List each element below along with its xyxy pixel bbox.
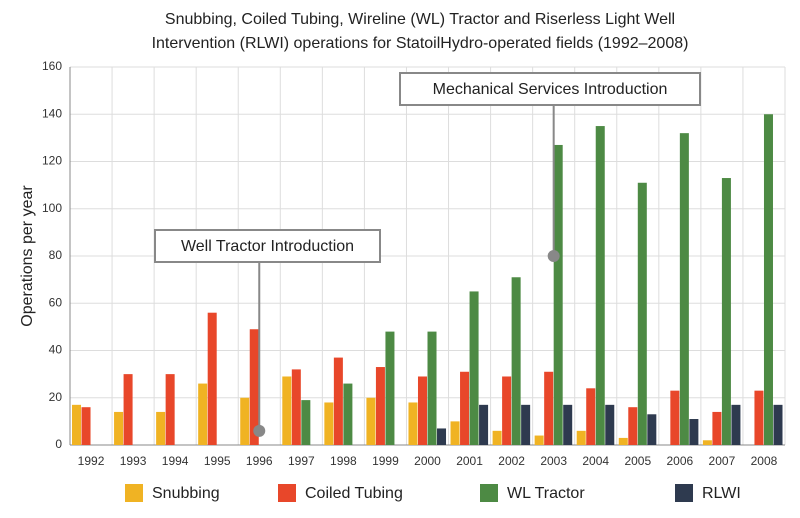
- y-tick-label: 100: [42, 201, 62, 215]
- x-tick-label: 1997: [288, 454, 315, 468]
- bar: [450, 421, 460, 445]
- bar: [534, 435, 544, 445]
- bar: [595, 126, 605, 445]
- bar: [240, 397, 250, 445]
- bar: [469, 291, 479, 445]
- bar: [114, 411, 124, 445]
- bar: [333, 357, 343, 445]
- bar: [492, 430, 502, 445]
- x-tick-label: 2000: [414, 454, 441, 468]
- bar: [343, 383, 353, 445]
- bar: [511, 277, 521, 445]
- annotation-text: Mechanical Services Introduction: [433, 81, 668, 98]
- bar: [702, 440, 712, 445]
- y-tick-label: 120: [42, 154, 62, 168]
- bar: [81, 407, 91, 445]
- bar: [123, 374, 133, 445]
- y-axis-label: Operations per year: [19, 185, 36, 327]
- bar: [408, 402, 418, 445]
- y-tick-label: 0: [55, 437, 62, 451]
- x-tick-label: 2005: [624, 454, 651, 468]
- x-tick-label: 1998: [330, 454, 357, 468]
- x-tick-label: 2008: [751, 454, 778, 468]
- bar: [618, 437, 628, 445]
- bar: [366, 397, 376, 445]
- bar: [544, 371, 554, 445]
- bar: [754, 390, 764, 445]
- x-tick-label: 1992: [78, 454, 105, 468]
- bar: [165, 374, 175, 445]
- bar: [563, 404, 573, 445]
- legend-swatch: [125, 484, 143, 502]
- x-tick-label: 1993: [120, 454, 147, 468]
- bar: [479, 404, 489, 445]
- bar: [324, 402, 334, 445]
- annotation-box: [154, 229, 381, 263]
- bar: [156, 411, 166, 445]
- legend-label: Snubbing: [152, 485, 220, 502]
- x-tick-label: 2007: [709, 454, 736, 468]
- bar: [282, 376, 292, 445]
- annotation-box: [399, 72, 701, 106]
- bar: [301, 400, 311, 445]
- x-tick-label: 2001: [456, 454, 483, 468]
- bar: [670, 390, 680, 445]
- bar: [72, 404, 82, 445]
- bar: [291, 369, 301, 445]
- legend-label: RLWI: [702, 485, 741, 502]
- legend-label: WL Tractor: [507, 485, 585, 502]
- bar: [502, 376, 512, 445]
- bar: [721, 178, 731, 445]
- annotation-dot: [253, 424, 266, 437]
- bar: [731, 404, 741, 445]
- bar: [586, 388, 596, 445]
- legend-swatch: [480, 484, 498, 502]
- annotation-dot: [547, 250, 560, 262]
- bar: [637, 182, 647, 445]
- legend-swatch: [278, 484, 296, 502]
- x-tick-label: 2002: [498, 454, 525, 468]
- x-tick-label: 1999: [372, 454, 399, 468]
- y-tick-label: 80: [49, 248, 63, 262]
- x-tick-label: 2004: [582, 454, 609, 468]
- x-tick-label: 1994: [162, 454, 189, 468]
- bar: [207, 312, 217, 445]
- chart-title: Intervention (RLWI) operations for Stato…: [152, 35, 689, 52]
- bar: [605, 404, 615, 445]
- y-tick-label: 20: [49, 390, 63, 404]
- bar: [460, 371, 470, 445]
- y-tick-label: 40: [49, 343, 63, 357]
- bar: [385, 331, 395, 445]
- bar: [689, 419, 699, 445]
- legend-label: Coiled Tubing: [305, 485, 403, 502]
- bar: [375, 367, 385, 445]
- bar: [437, 428, 447, 445]
- bar: [763, 114, 773, 445]
- bar: [417, 376, 427, 445]
- bar: [198, 383, 208, 445]
- bar: [647, 414, 657, 445]
- bar: [249, 329, 259, 445]
- bar: [427, 331, 437, 445]
- x-tick-label: 1996: [246, 454, 273, 468]
- bar: [553, 144, 563, 445]
- bar: [679, 133, 689, 445]
- y-tick-label: 160: [42, 59, 62, 73]
- chart-title: Snubbing, Coiled Tubing, Wireline (WL) T…: [165, 11, 675, 28]
- bar: [773, 404, 783, 445]
- x-tick-label: 2006: [667, 454, 694, 468]
- y-tick-label: 140: [42, 106, 62, 120]
- bar: [628, 407, 638, 445]
- bar: [576, 430, 586, 445]
- bar: [521, 404, 531, 445]
- x-tick-label: 2003: [540, 454, 567, 468]
- y-tick-label: 60: [49, 295, 63, 309]
- x-tick-label: 1995: [204, 454, 231, 468]
- bar: [712, 411, 722, 445]
- annotation-text: Well Tractor Introduction: [181, 238, 354, 255]
- legend-swatch: [675, 484, 693, 502]
